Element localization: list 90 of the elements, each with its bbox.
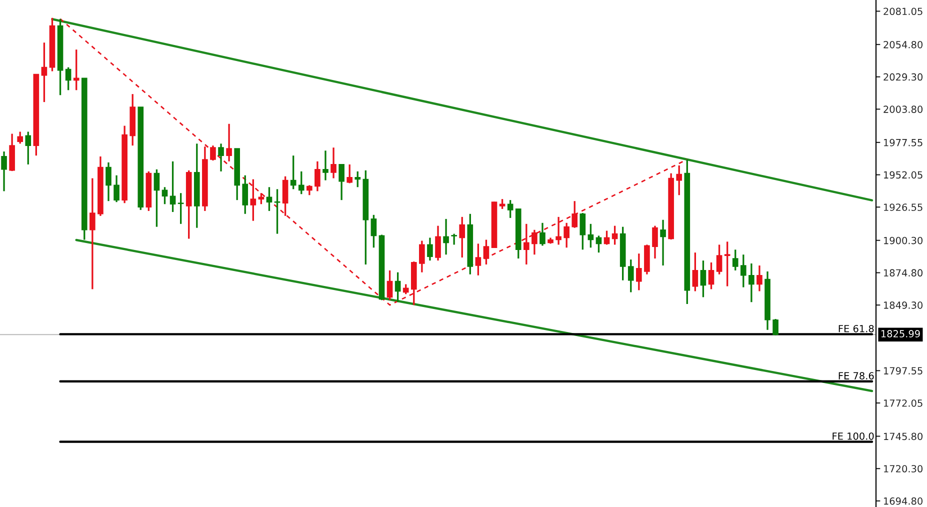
candlestick bbox=[740, 254, 746, 288]
candlestick bbox=[402, 283, 409, 295]
candlestick bbox=[523, 223, 530, 266]
candlestick bbox=[483, 238, 490, 266]
candlestick bbox=[386, 270, 393, 301]
candlestick bbox=[282, 176, 288, 217]
candlestick bbox=[427, 236, 433, 262]
candlestick bbox=[700, 260, 706, 298]
candlestick bbox=[90, 177, 96, 290]
candlestick bbox=[612, 224, 618, 246]
candlestick bbox=[596, 234, 602, 254]
candlestick bbox=[443, 218, 449, 256]
candlestick bbox=[394, 271, 401, 303]
candlestick bbox=[162, 186, 168, 205]
candlestick bbox=[1, 150, 7, 192]
candlestick bbox=[73, 48, 80, 91]
candlestick bbox=[499, 198, 506, 210]
candlestick bbox=[314, 160, 320, 192]
candlestick bbox=[114, 174, 120, 203]
candlestick bbox=[65, 66, 72, 91]
candlestick bbox=[772, 318, 778, 336]
candlestick bbox=[532, 229, 538, 256]
candlestick bbox=[628, 258, 634, 294]
y-tick-label: 1977.55 bbox=[884, 138, 922, 146]
candlestick bbox=[708, 262, 714, 290]
y-tick-label: 2054.80 bbox=[884, 40, 923, 48]
candlestick bbox=[218, 142, 224, 172]
candlestick bbox=[17, 130, 24, 144]
candlestick bbox=[748, 262, 754, 303]
candlestick bbox=[580, 212, 586, 250]
candlestick bbox=[290, 154, 296, 190]
candlestick bbox=[41, 42, 48, 103]
y-tick-label: 1797.55 bbox=[884, 367, 922, 374]
legend-label: FE 61.8 bbox=[838, 324, 874, 332]
series-label: FE 78.6 bbox=[838, 372, 874, 380]
candlestick bbox=[242, 174, 248, 215]
candlestick bbox=[556, 216, 562, 246]
candlestick bbox=[266, 186, 272, 212]
candlestick bbox=[154, 168, 160, 228]
candlestick bbox=[106, 162, 112, 202]
y-tick-label: 1772.05 bbox=[884, 399, 922, 407]
y-tick-label: 2029.30 bbox=[884, 73, 923, 81]
candlestick bbox=[716, 244, 722, 276]
candlestick bbox=[507, 199, 514, 219]
candlestick bbox=[210, 144, 216, 162]
y-tick-label: 1720.30 bbox=[884, 465, 923, 472]
candlestick bbox=[435, 224, 441, 262]
y-tick-label: 1694.80 bbox=[884, 497, 923, 505]
y-tick-label: 1952.05 bbox=[884, 171, 922, 179]
candlestick bbox=[540, 222, 546, 247]
candlestick bbox=[451, 232, 457, 246]
candlestick bbox=[322, 150, 328, 182]
y-tick-label: 1849.30 bbox=[884, 302, 923, 309]
candlestick bbox=[354, 170, 361, 188]
candlestick bbox=[732, 248, 738, 272]
candlestick bbox=[274, 188, 280, 235]
candlestick bbox=[604, 230, 610, 246]
candlestick bbox=[692, 252, 698, 292]
candlestick bbox=[652, 224, 658, 260]
series-label: FE 100.0 bbox=[832, 432, 874, 440]
candlestick bbox=[178, 192, 184, 225]
candlestick bbox=[250, 178, 256, 222]
candlestick bbox=[475, 242, 482, 276]
y-tick-label: 1874.80 bbox=[884, 269, 923, 277]
candlestick bbox=[170, 160, 176, 213]
candlestick bbox=[724, 240, 730, 288]
candlestick bbox=[572, 200, 578, 229]
y-tick-label: 1926.55 bbox=[884, 204, 922, 211]
candlestick bbox=[346, 164, 353, 184]
y-tick-label: 1745.80 bbox=[884, 432, 923, 440]
ref-line-label: 1825.99 bbox=[881, 330, 920, 338]
candlestick bbox=[370, 214, 377, 248]
candlestick bbox=[419, 240, 425, 274]
y-tick-label: 1900.30 bbox=[884, 236, 923, 244]
candlestick bbox=[756, 264, 762, 292]
y-tick-label: 2081.05 bbox=[884, 8, 922, 16]
candlestick bbox=[588, 223, 594, 248]
candlestick bbox=[636, 252, 642, 292]
candlestick bbox=[330, 146, 336, 180]
candlestick bbox=[226, 123, 232, 162]
candlestick bbox=[298, 170, 304, 195]
candlestick bbox=[660, 219, 666, 266]
candlestick bbox=[306, 184, 312, 196]
y-tick-label: 2003.80 bbox=[884, 106, 923, 113]
candlestick bbox=[676, 164, 682, 196]
candlestick bbox=[459, 216, 466, 258]
candlestick bbox=[338, 164, 344, 201]
candlestick bbox=[564, 222, 570, 248]
candlestick bbox=[258, 192, 264, 205]
candlestick bbox=[25, 130, 32, 166]
